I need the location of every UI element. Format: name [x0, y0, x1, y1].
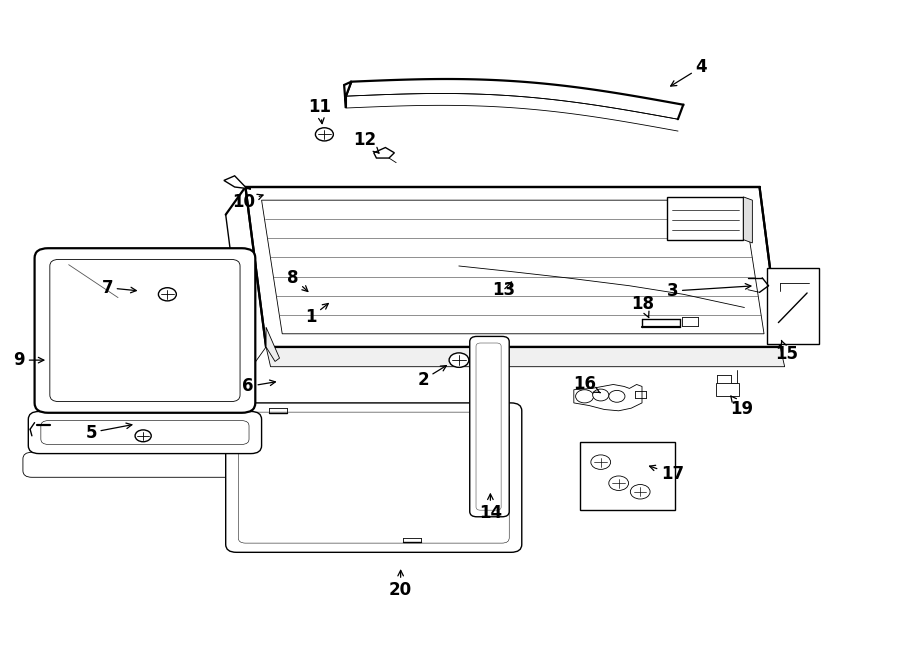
- FancyBboxPatch shape: [50, 259, 240, 402]
- Polygon shape: [346, 79, 683, 119]
- Polygon shape: [743, 197, 752, 243]
- Text: 13: 13: [492, 281, 516, 299]
- Text: 3: 3: [667, 282, 751, 300]
- Text: 15: 15: [775, 340, 798, 362]
- FancyBboxPatch shape: [40, 420, 249, 444]
- Text: 10: 10: [232, 193, 263, 211]
- Circle shape: [591, 455, 610, 469]
- Text: 11: 11: [309, 98, 331, 124]
- Polygon shape: [266, 327, 280, 362]
- FancyBboxPatch shape: [22, 452, 267, 477]
- FancyBboxPatch shape: [716, 383, 739, 396]
- Circle shape: [315, 128, 333, 141]
- FancyBboxPatch shape: [238, 412, 509, 543]
- Polygon shape: [667, 197, 743, 240]
- FancyBboxPatch shape: [34, 249, 256, 412]
- Polygon shape: [262, 200, 764, 334]
- Text: 2: 2: [418, 366, 446, 389]
- Text: 5: 5: [86, 423, 132, 442]
- Polygon shape: [574, 385, 642, 410]
- Polygon shape: [374, 147, 394, 158]
- Circle shape: [630, 485, 650, 499]
- Circle shape: [608, 391, 625, 403]
- FancyBboxPatch shape: [226, 403, 522, 553]
- Circle shape: [608, 476, 628, 490]
- Circle shape: [135, 430, 151, 442]
- Polygon shape: [246, 187, 780, 347]
- Text: 20: 20: [389, 570, 412, 600]
- Text: 17: 17: [650, 465, 684, 483]
- Text: 1: 1: [305, 303, 328, 327]
- FancyBboxPatch shape: [470, 336, 509, 517]
- Text: 18: 18: [632, 295, 654, 318]
- Polygon shape: [346, 93, 678, 131]
- Polygon shape: [266, 347, 785, 367]
- FancyBboxPatch shape: [28, 411, 262, 453]
- Text: 16: 16: [573, 375, 600, 393]
- Polygon shape: [224, 176, 251, 189]
- Circle shape: [576, 390, 594, 403]
- FancyBboxPatch shape: [767, 268, 819, 344]
- Circle shape: [158, 288, 176, 301]
- Circle shape: [449, 353, 469, 368]
- Text: 4: 4: [670, 58, 707, 86]
- Text: 7: 7: [102, 279, 136, 297]
- Text: 14: 14: [479, 494, 502, 522]
- FancyBboxPatch shape: [580, 442, 675, 510]
- Text: 6: 6: [242, 377, 275, 395]
- FancyBboxPatch shape: [476, 343, 501, 510]
- Text: 9: 9: [14, 351, 44, 369]
- Text: 12: 12: [353, 131, 379, 153]
- Polygon shape: [344, 82, 351, 108]
- Text: 19: 19: [730, 396, 753, 418]
- Circle shape: [593, 389, 608, 401]
- Text: 8: 8: [287, 269, 308, 292]
